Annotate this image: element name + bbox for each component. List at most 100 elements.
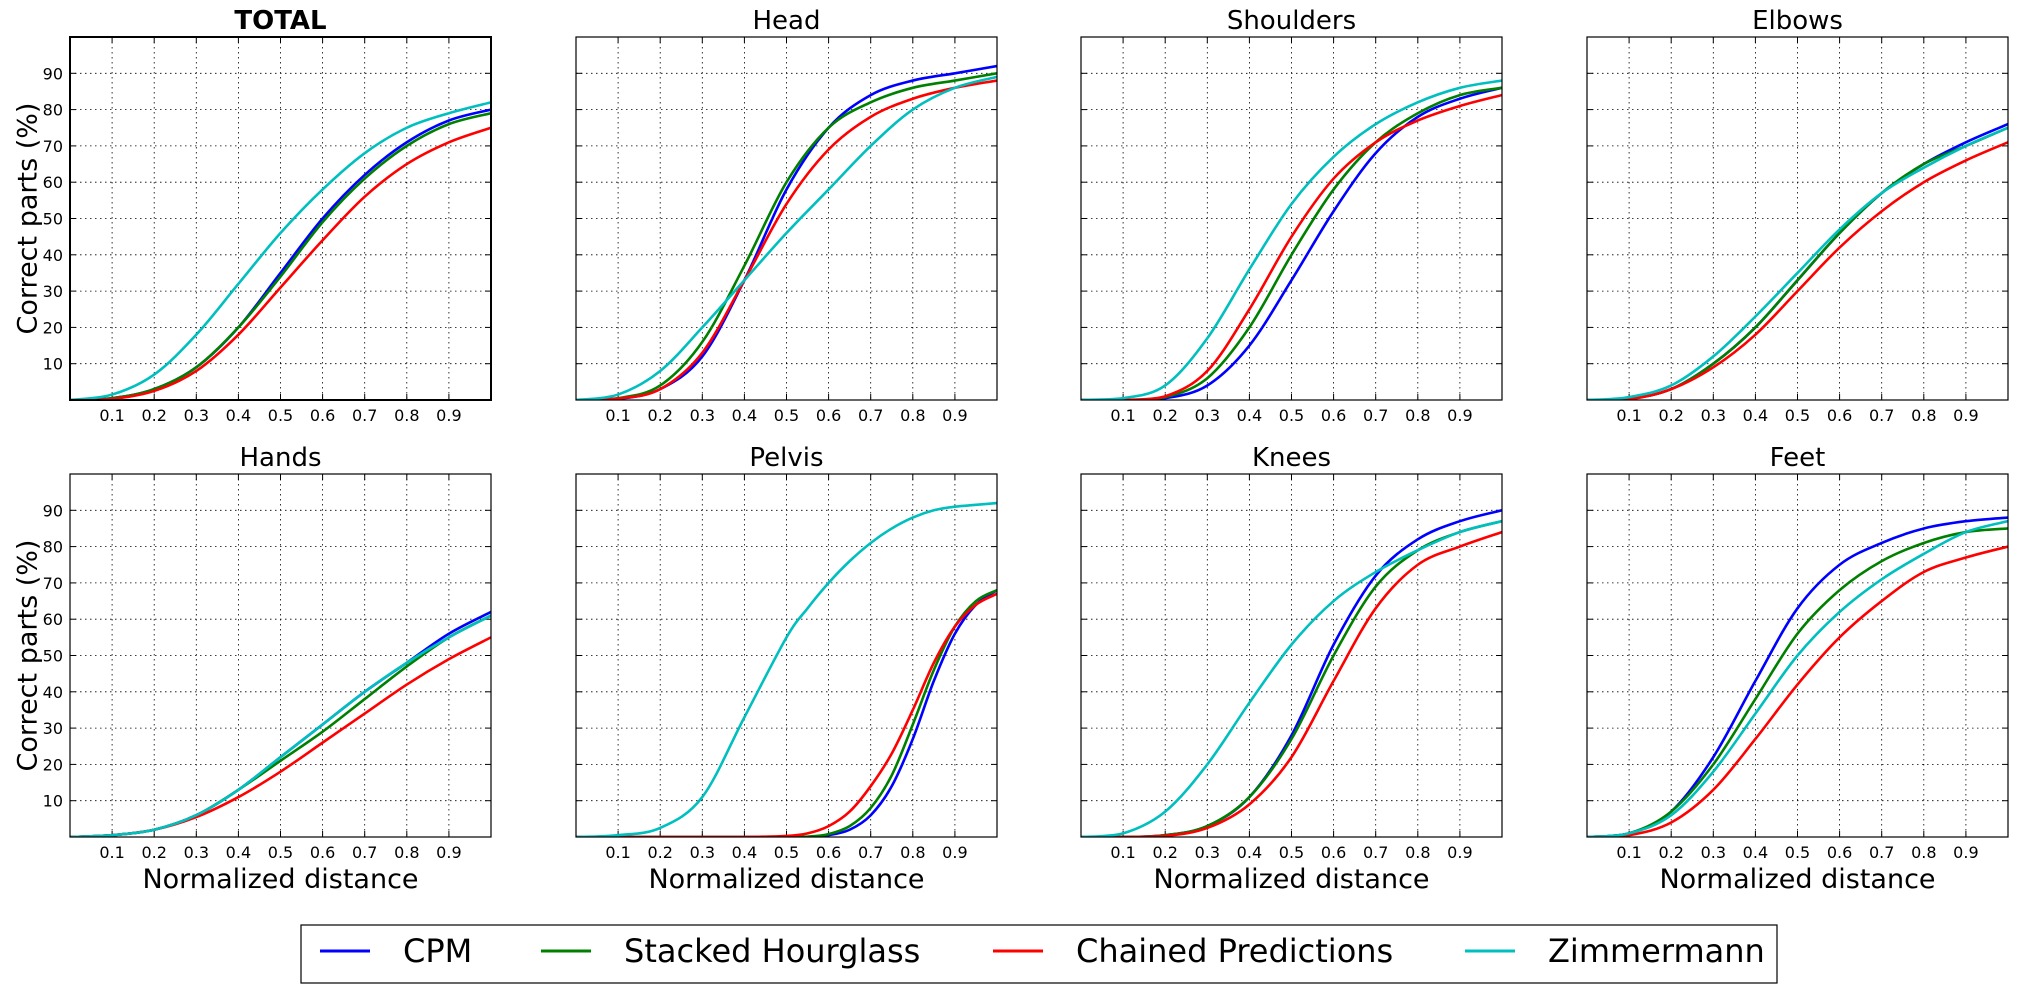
x-tick-label: 0.9 <box>1953 406 1978 425</box>
x-tick-label: 0.1 <box>1616 406 1641 425</box>
y-tick-label: 80 <box>43 101 63 120</box>
series-line-zimmermann <box>1587 519 2008 837</box>
series-line-stacked-hourglass <box>70 111 491 400</box>
x-tick-label: 0.2 <box>1152 406 1177 425</box>
x-tick-label: 0.5 <box>268 843 293 862</box>
x-tick-label: 0.7 <box>1869 406 1894 425</box>
x-tick-label: 0.7 <box>352 406 377 425</box>
y-tick-label: 90 <box>43 64 63 83</box>
plot-frame <box>1586 36 2009 401</box>
x-tick-label: 0.9 <box>942 843 967 862</box>
x-axis-label: Normalized distance <box>142 864 418 895</box>
x-tick-label: 0.6 <box>1321 843 1346 862</box>
x-tick-label: 0.3 <box>1195 843 1220 862</box>
x-tick-label: 0.6 <box>1321 406 1346 425</box>
series-line-zimmermann <box>1081 519 1502 837</box>
panel-title: Head <box>753 6 821 36</box>
x-tick-label: 0.7 <box>352 843 377 862</box>
legend-entry-chained-predictions: Chained Predictions <box>993 932 1393 970</box>
panel-title: Pelvis <box>749 443 823 473</box>
series-line-zimmermann <box>576 501 997 837</box>
x-axis-label: Normalized distance <box>1659 864 1935 895</box>
x-tick-label: 0.6 <box>1827 843 1852 862</box>
series-line-zimmermann <box>1587 126 2008 400</box>
x-tick-label: 0.5 <box>1279 406 1304 425</box>
x-tick-label: 0.4 <box>732 406 757 425</box>
x-tick-label: 0.1 <box>99 406 124 425</box>
x-tick-label: 0.7 <box>1363 843 1388 862</box>
x-tick-label: 0.3 <box>184 406 209 425</box>
series-line-zimmermann <box>70 101 491 400</box>
x-tick-label: 0.9 <box>1953 843 1978 862</box>
panel-title: Feet <box>1770 443 1826 473</box>
x-tick-label: 0.2 <box>141 406 166 425</box>
series-line-chained-predictions <box>576 79 997 400</box>
panel-head: 0.1 0.2 0.3 0.4 0.5 0.6 0.7 0.8 0.9 Head <box>575 6 998 425</box>
series-group <box>1587 122 2008 400</box>
series-line-stacked-hourglass <box>1587 527 2008 837</box>
x-tick-label: 0.4 <box>1743 843 1768 862</box>
panel-title: Knees <box>1252 443 1331 473</box>
panel-title: Hands <box>239 443 321 473</box>
x-axis-label: Normalized distance <box>648 864 924 895</box>
x-tick-label: 0.7 <box>858 843 883 862</box>
y-tick-label: 90 <box>43 501 63 520</box>
series-group <box>576 64 997 400</box>
series-line-chained-predictions <box>70 126 491 400</box>
y-tick-label: 10 <box>43 355 63 374</box>
x-tick-label: 0.1 <box>1616 843 1641 862</box>
x-tick-label: 0.4 <box>732 843 757 862</box>
x-tick-label: 0.1 <box>605 843 630 862</box>
x-tick-label: 0.7 <box>1869 843 1894 862</box>
series-line-zimmermann <box>1081 79 1502 400</box>
x-tick-label: 0.4 <box>1237 843 1262 862</box>
panel-hands: 0.1 0.2 0.3 0.4 0.5 0.6 0.7 0.8 0.9 10 20 30 40 50 60 7… <box>13 443 492 895</box>
y-tick-label: 10 <box>43 792 63 811</box>
panel-pelvis: 0.1 0.2 0.3 0.4 0.5 0.6 0.7 0.8 0.9 Pelvis Normali… <box>575 443 998 895</box>
x-tick-label: 0.8 <box>394 406 419 425</box>
series-line-cpm <box>576 588 997 837</box>
series-line-zimmermann <box>70 614 491 837</box>
y-tick-label: 40 <box>43 683 63 702</box>
x-tick-label: 0.9 <box>436 843 461 862</box>
x-tick-label: 0.3 <box>1701 406 1726 425</box>
x-tick-label: 0.9 <box>436 406 461 425</box>
x-tick-label: 0.2 <box>1658 406 1683 425</box>
x-tick-label: 0.3 <box>690 406 715 425</box>
x-tick-label: 0.8 <box>1911 406 1936 425</box>
plot-frame <box>69 473 492 838</box>
x-tick-label: 0.8 <box>394 843 419 862</box>
x-tick-label: 0.4 <box>1743 406 1768 425</box>
x-tick-label: 0.3 <box>690 843 715 862</box>
x-tick-label: 0.5 <box>1279 843 1304 862</box>
y-tick-label: 70 <box>43 574 63 593</box>
y-tick-label: 60 <box>43 610 63 629</box>
x-tick-label: 0.4 <box>226 843 251 862</box>
x-tick-label: 0.8 <box>1405 843 1430 862</box>
y-tick-label: 40 <box>43 246 63 265</box>
legend-label: Chained Predictions <box>1076 932 1393 970</box>
series-group <box>70 610 491 837</box>
x-tick-label: 0.3 <box>1701 843 1726 862</box>
x-tick-label: 0.9 <box>942 406 967 425</box>
plot-frame <box>69 36 492 401</box>
x-tick-label: 0.6 <box>816 843 841 862</box>
plot-frame <box>575 473 998 838</box>
x-tick-label: 0.8 <box>900 406 925 425</box>
x-tick-label: 0.2 <box>647 406 672 425</box>
x-tick-label: 0.1 <box>99 843 124 862</box>
x-tick-label: 0.2 <box>647 843 672 862</box>
legend-entry-cpm: CPM <box>320 932 472 970</box>
y-tick-label: 80 <box>43 538 63 557</box>
panel-title: TOTAL <box>234 6 326 36</box>
legend-entry-zimmermann: Zimmermann <box>1465 932 1765 970</box>
y-axis-label: Correct parts (%) <box>13 103 44 335</box>
legend-entry-stacked-hourglass: Stacked Hourglass <box>541 932 920 970</box>
plot-frame <box>1080 473 1503 838</box>
y-tick-label: 30 <box>43 282 63 301</box>
y-tick-label: 50 <box>43 647 63 666</box>
series-line-chained-predictions <box>1587 545 2008 837</box>
series-line-stacked-hourglass <box>576 588 997 837</box>
y-tick-label: 70 <box>43 137 63 156</box>
x-tick-label: 0.8 <box>1405 406 1430 425</box>
